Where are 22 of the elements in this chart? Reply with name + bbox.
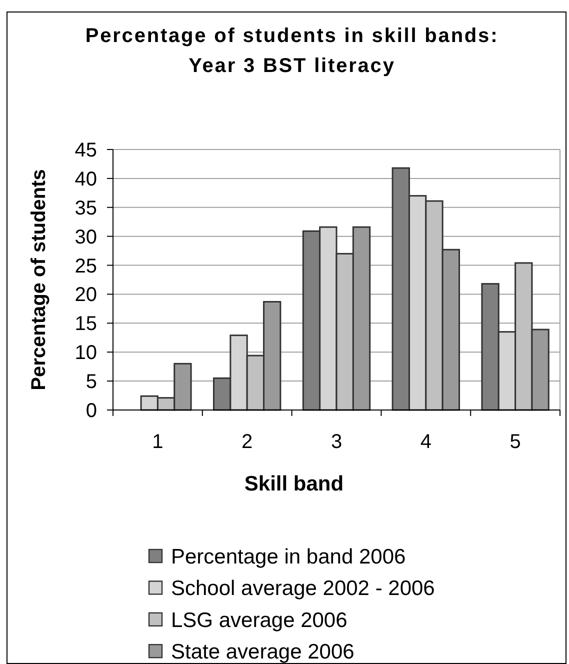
y-tick-label: 40 [74, 168, 97, 190]
y-tick-label: 25 [74, 255, 97, 278]
legend-label: School average 2002 - 2006 [171, 577, 435, 600]
x-tick-label: 2 [242, 431, 253, 453]
y-tick-label: 35 [74, 197, 97, 220]
chart-title: Percentage of students in skill bands: Year 3 BST literacy [85, 25, 499, 77]
legend-label: Percentage in band 2006 [171, 545, 406, 568]
legend-label: LSG average 2006 [171, 608, 348, 632]
y-axis-title: Percentage of students [28, 169, 50, 390]
y-tick-label: 5 [86, 371, 97, 394]
x-tick-label: 1 [152, 431, 164, 453]
y-tick-label: 15 [74, 313, 97, 336]
legend-label: State average 2006 [171, 640, 354, 664]
x-tick-label: 3 [330, 431, 342, 453]
y-tick-label: 0 [86, 400, 97, 422]
x-axis-title: Skill band [244, 472, 344, 496]
y-tick-label: 45 [74, 140, 97, 162]
x-tick-label: 4 [420, 431, 432, 453]
y-tick-label: 20 [74, 284, 97, 306]
y-tick-label: 30 [74, 226, 97, 248]
x-tick-label: 5 [510, 431, 521, 453]
y-tick-label: 10 [74, 342, 97, 364]
